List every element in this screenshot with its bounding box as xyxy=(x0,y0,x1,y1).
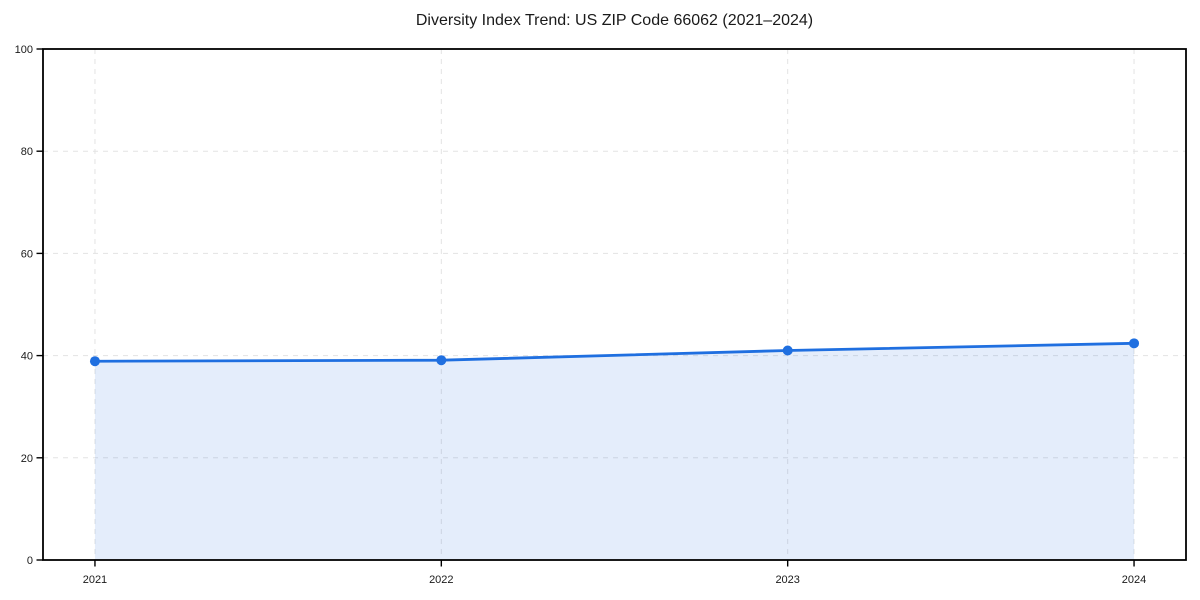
y-tick-label: 60 xyxy=(21,248,33,260)
plot-spines xyxy=(42,48,1187,561)
area-fill xyxy=(94,343,1135,560)
data-point xyxy=(89,356,100,367)
trend-line xyxy=(93,341,1136,363)
data-point xyxy=(436,355,447,366)
data-point xyxy=(782,345,793,356)
chart-title: Diversity Index Trend: US ZIP Code 66062… xyxy=(415,12,814,29)
y-tick-label: 40 xyxy=(21,351,33,363)
data-point xyxy=(1129,338,1140,349)
y-tick-label: 80 xyxy=(21,146,33,158)
x-tick-label: 2023 xyxy=(775,574,799,586)
y-tick-label: 20 xyxy=(21,453,33,465)
y-tick-label: 100 xyxy=(15,44,33,56)
x-tick-label: 2022 xyxy=(429,574,453,586)
x-tick-label: 2021 xyxy=(83,574,107,586)
x-tick-label: 2024 xyxy=(1122,574,1146,586)
y-tick-label: 0 xyxy=(27,555,33,567)
